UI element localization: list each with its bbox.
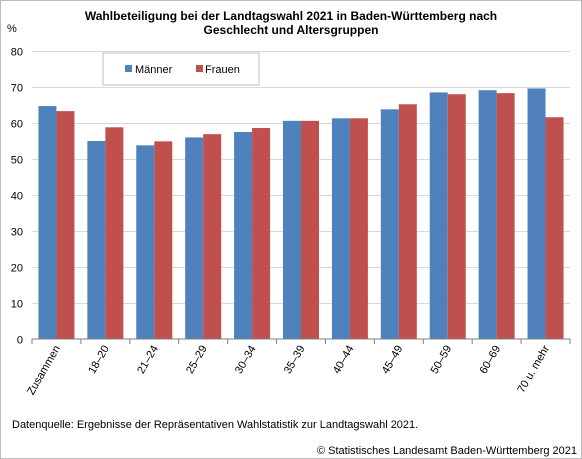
legend-swatch-maenner [125, 65, 132, 72]
legend-label-maenner: Männer [135, 64, 173, 76]
x-tick-label-2: 21–24 [135, 344, 161, 376]
bar-frauen-6 [349, 118, 368, 339]
bar-frauen-0 [56, 111, 75, 340]
y-tick-label-0: 0 [17, 335, 23, 347]
bar-maenner-8 [429, 92, 448, 340]
x-axis-tick-labels: Zusammen 18–20 21–24 25–29 30–34 35–39 40–44 45… [25, 339, 571, 398]
bar-maenner-10 [527, 88, 546, 339]
x-tick-label-9: 60–69 [478, 344, 504, 376]
bar-frauen-1 [105, 127, 124, 339]
bar-frauen-2 [154, 141, 173, 339]
x-tick-label-1: 18–20 [86, 344, 112, 376]
copyright-note: © Statistisches Landesamt Baden-Württemb… [317, 445, 577, 457]
y-axis-tick-labels: 0 10 20 30 40 50 60 70 80 [11, 47, 23, 347]
x-tick-label-7: 45–49 [380, 344, 406, 376]
y-tick-label-60: 60 [11, 119, 23, 131]
y-tick-label-20: 20 [11, 263, 23, 275]
bar-maenner-1 [87, 141, 106, 339]
legend-label-frauen: Frauen [205, 64, 240, 76]
y-tick-label-80: 80 [11, 47, 23, 59]
bar-frauen-8 [447, 94, 466, 339]
bar-maenner-5 [283, 120, 301, 339]
bar-maenner-9 [478, 90, 497, 340]
x-tick-label-3: 25–29 [184, 344, 210, 376]
bar-frauen-4 [252, 128, 271, 339]
y-tick-label-40: 40 [11, 191, 23, 203]
x-tick-label-6: 40–44 [331, 344, 357, 376]
y-axis-unit-label: % [7, 23, 17, 35]
bar-maenner-3 [185, 137, 204, 339]
bar-frauen-10 [545, 117, 564, 340]
chart-title-line-1: Wahlbeteiligung bei der Landtagswahl 202… [85, 9, 497, 23]
legend: Männer Frauen [102, 52, 260, 86]
y-tick-label-10: 10 [11, 299, 23, 311]
bar-frauen-7 [398, 104, 417, 339]
chart-title-line-2: Geschlecht und Altersgruppen [204, 23, 379, 37]
y-tick-label-30: 30 [11, 227, 23, 239]
x-tick-label-8: 50–59 [429, 344, 455, 376]
legend-swatch-frauen [196, 65, 203, 72]
y-tick-label-70: 70 [11, 83, 23, 95]
bar-maenner-6 [331, 118, 350, 339]
x-tick-label-0: Zusammen [25, 344, 63, 398]
bar-frauen-3 [203, 134, 222, 339]
bar-maenner-0 [38, 106, 57, 339]
bar-maenner-7 [380, 109, 399, 339]
y-tick-label-50: 50 [11, 155, 23, 167]
x-tick-label-10: 70 u. mehr [515, 343, 552, 395]
bar-maenner-2 [136, 145, 155, 339]
bar-frauen-9 [496, 93, 515, 340]
x-tick-label-4: 30–34 [233, 344, 259, 376]
bar-maenner-4 [234, 132, 253, 339]
x-tick-label-5: 35–39 [282, 344, 308, 376]
data-source-note: Datenquelle: Ergebnisse der Repräsentati… [12, 419, 418, 431]
bar-frauen-5 [301, 120, 319, 339]
bars [38, 88, 564, 340]
